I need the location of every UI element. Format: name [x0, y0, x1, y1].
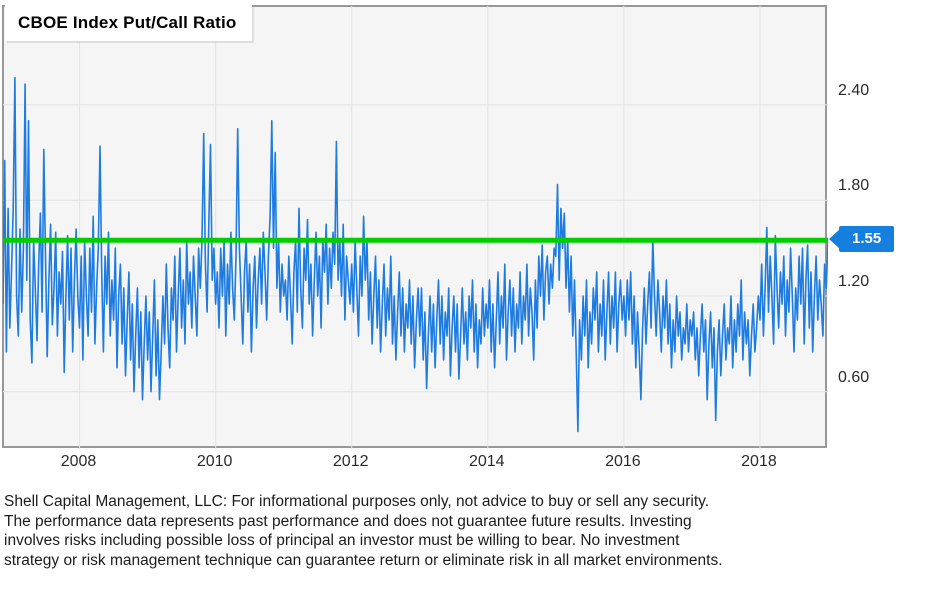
disclaimer-line: Shell Capital Management, LLC: For infor…: [4, 493, 710, 510]
disclaimer: Shell Capital Management, LLC: For infor…: [4, 492, 924, 570]
x-axis-label: 2014: [468, 453, 505, 470]
disclaimer-line: The performance data represents past per…: [4, 512, 692, 530]
x-axis-label: 2010: [196, 453, 233, 470]
chart-title-text: CBOE Index Put/Call Ratio: [18, 13, 237, 32]
y-axis-label: 0.60: [838, 368, 870, 386]
chart-title: CBOE Index Put/Call Ratio: [5, 5, 253, 41]
x-axis-label: 2008: [60, 453, 97, 470]
x-axis-label: 2012: [332, 453, 369, 470]
disclaimer-line: strategy or risk management technique ca…: [4, 551, 723, 569]
y-axis-label: 2.40: [838, 81, 870, 99]
put-call-ratio-line-chart: [3, 6, 828, 449]
y-axis-label: 1.20: [838, 273, 870, 291]
x-axis-label: 2018: [741, 453, 777, 470]
y-axis-label: 1.80: [838, 177, 870, 195]
x-axis-label: 2016: [605, 453, 641, 470]
plot-area: [2, 5, 828, 449]
chart-panel: CBOE Index Put/Call Ratio 2.40 1.80 1.20 0.…: [2, 5, 895, 470]
disclaimer-line: involves risks including possible loss o…: [4, 532, 680, 549]
last-price-tag: 1.55: [828, 226, 895, 253]
